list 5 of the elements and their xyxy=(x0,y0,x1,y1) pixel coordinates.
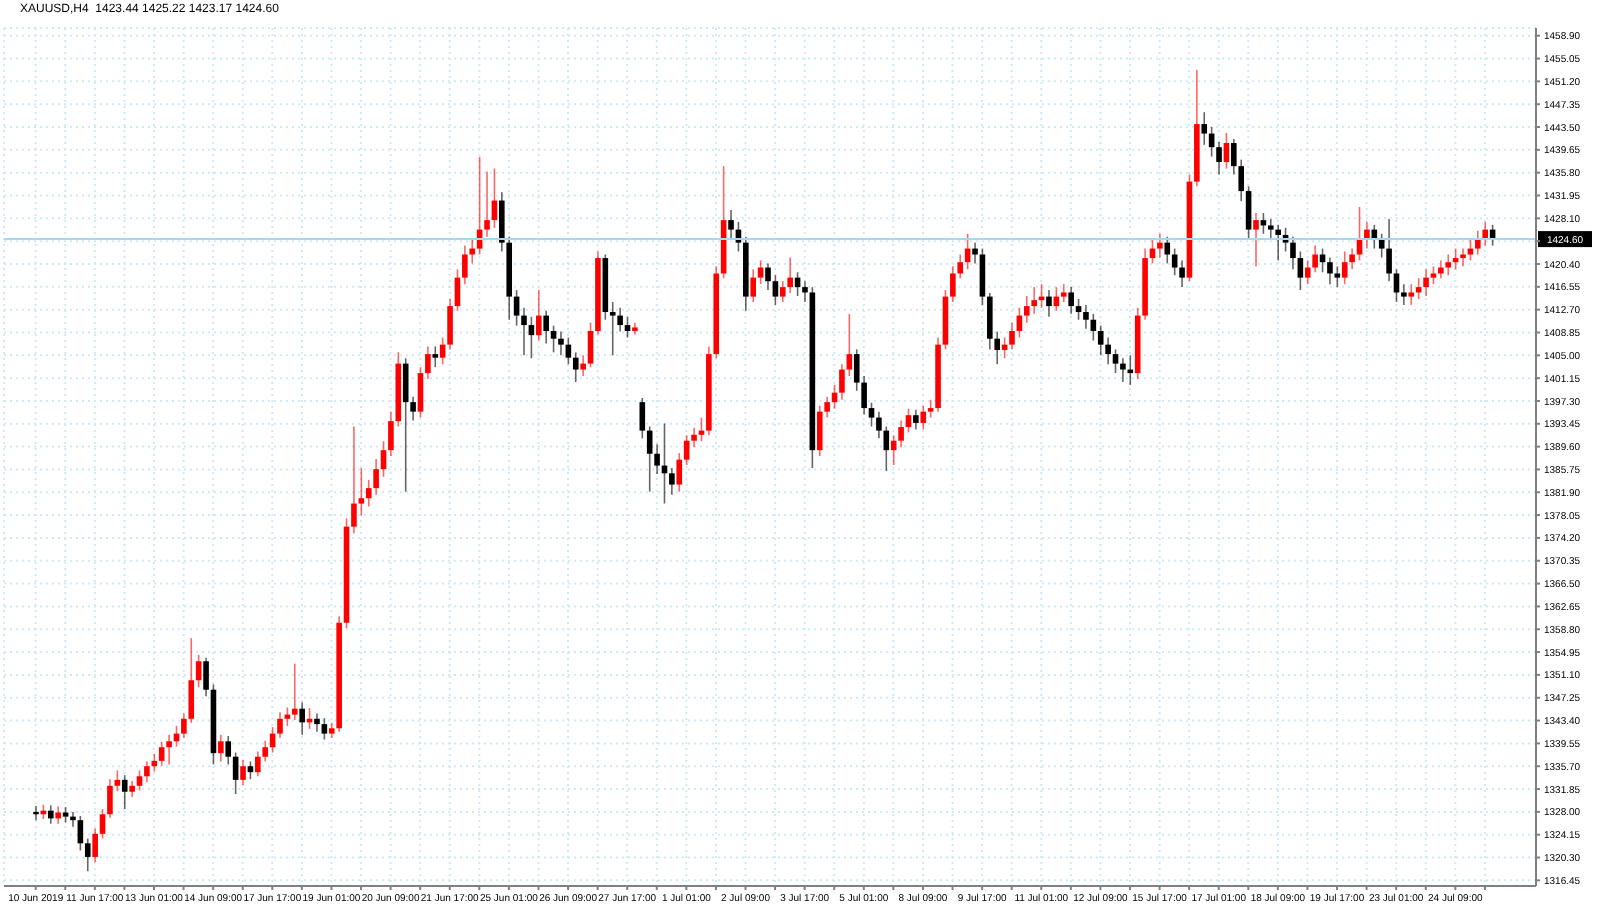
candlestick xyxy=(33,805,39,821)
candlestick xyxy=(1060,283,1067,303)
candlestick xyxy=(1438,259,1444,280)
candlestick xyxy=(1460,247,1466,268)
candlestick xyxy=(70,811,76,828)
